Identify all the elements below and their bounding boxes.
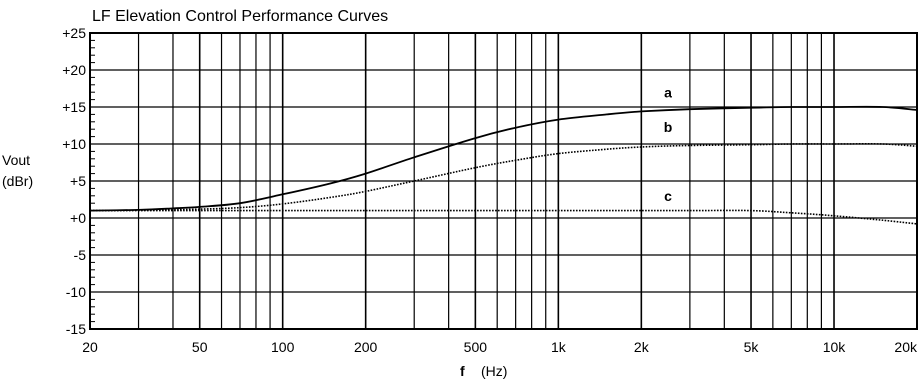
x-tick-label: 50 bbox=[192, 339, 208, 355]
x-axis-label-unit: (Hz) bbox=[481, 363, 507, 379]
curve-label-b: b bbox=[664, 119, 673, 135]
chart-title: LF Elevation Control Performance Curves bbox=[92, 8, 388, 25]
series-layer bbox=[89, 105, 918, 225]
y-axis-label-line1: Vout bbox=[2, 152, 30, 168]
y-tick-label: -10 bbox=[66, 284, 86, 300]
y-tick-label: +5 bbox=[70, 173, 86, 189]
y-tick-label: +20 bbox=[62, 62, 86, 78]
x-tick-label: 100 bbox=[271, 339, 295, 355]
y-tick-labels: +25 +20 +15 +10 +5 +0 -5 -10 -15 bbox=[62, 25, 86, 337]
series-line-a bbox=[89, 105, 918, 212]
x-tick-label: 1k bbox=[551, 339, 567, 355]
y-axis-label-line2: (dBr) bbox=[2, 173, 33, 189]
x-tick-label: 5k bbox=[744, 339, 760, 355]
y-tick-label: +10 bbox=[62, 136, 86, 152]
x-tick-label: 500 bbox=[464, 339, 488, 355]
x-tick-label: 10k bbox=[823, 339, 847, 355]
x-tick-label: 200 bbox=[354, 339, 378, 355]
x-tick-label: 20k bbox=[894, 339, 918, 355]
y-tick-label: -5 bbox=[74, 247, 87, 263]
x-tick-label: 20 bbox=[82, 339, 98, 355]
x-tick-labels: 20 50 100 200 500 1k 2k 5k 10k 20k bbox=[82, 339, 918, 355]
x-axis-label-symbol: f bbox=[460, 363, 465, 379]
plot-frame bbox=[89, 32, 918, 330]
y-tick-label: +25 bbox=[62, 25, 86, 41]
grid bbox=[89, 32, 918, 330]
y-tick-label: -15 bbox=[66, 321, 86, 337]
curve-labels: a b c bbox=[664, 84, 673, 204]
series-line-c bbox=[90, 209, 918, 225]
curve-label-c: c bbox=[664, 188, 672, 204]
y-tick-label: +0 bbox=[70, 210, 86, 226]
x-tick-label: 2k bbox=[634, 339, 650, 355]
series-line-b bbox=[89, 143, 918, 212]
curve-label-a: a bbox=[664, 84, 672, 100]
y-tick-label: +15 bbox=[62, 99, 86, 115]
